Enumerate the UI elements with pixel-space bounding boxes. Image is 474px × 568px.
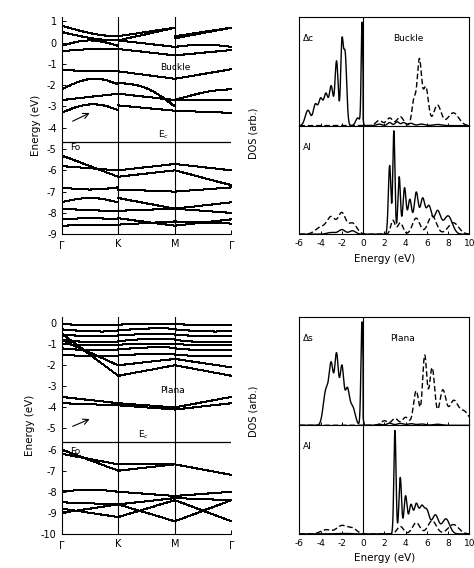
Text: Plana: Plana	[160, 386, 185, 395]
Text: Buckle: Buckle	[160, 63, 191, 72]
X-axis label: Energy (eV): Energy (eV)	[354, 553, 415, 563]
Text: Δc: Δc	[302, 34, 314, 43]
Y-axis label: Energy (eV): Energy (eV)	[26, 395, 36, 456]
Text: Al: Al	[302, 143, 311, 152]
Text: DOS (arb.): DOS (arb.)	[248, 386, 259, 437]
Text: Fo: Fo	[70, 143, 81, 152]
Text: DOS (arb.): DOS (arb.)	[248, 108, 259, 159]
X-axis label: Energy (eV): Energy (eV)	[354, 254, 415, 264]
Text: E$_c$: E$_c$	[138, 429, 149, 441]
Text: E$_c$: E$_c$	[158, 128, 170, 141]
Y-axis label: Energy (eV): Energy (eV)	[31, 95, 41, 156]
Text: Al: Al	[302, 442, 311, 451]
Text: Buckle: Buckle	[393, 34, 423, 43]
Text: Plana: Plana	[390, 333, 414, 343]
Text: Fo: Fo	[70, 447, 81, 456]
Text: Δs: Δs	[302, 333, 313, 343]
